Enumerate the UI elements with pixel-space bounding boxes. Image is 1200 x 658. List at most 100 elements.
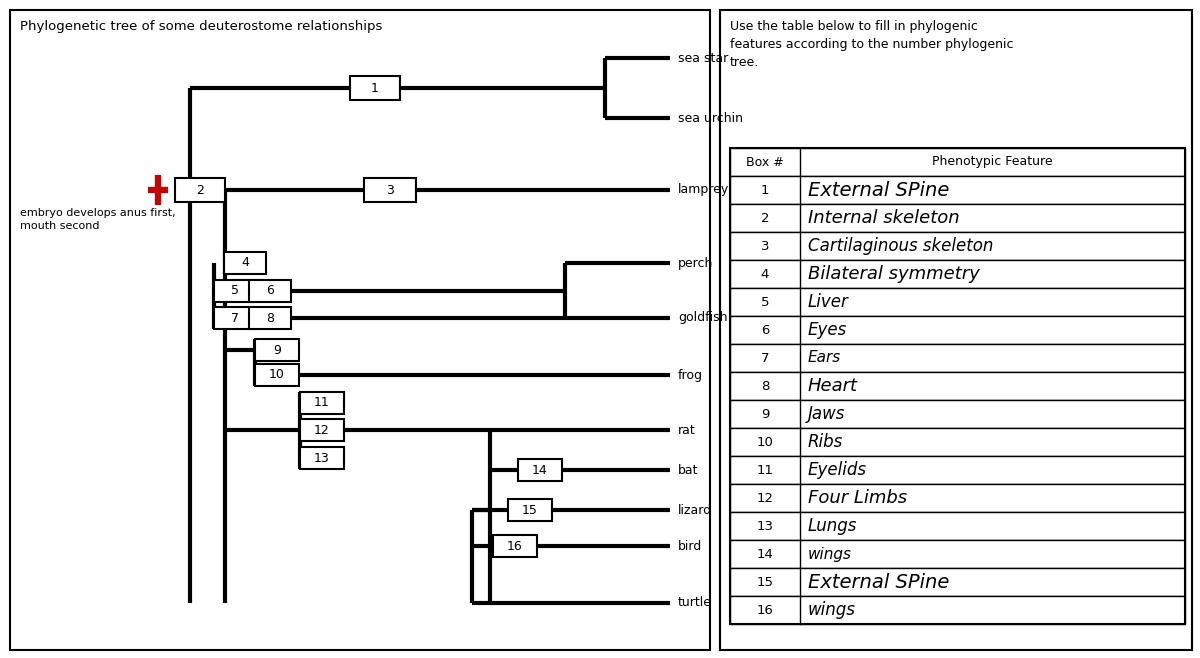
Text: embryo develops anus first,
mouth second: embryo develops anus first, mouth second	[20, 208, 175, 231]
Text: frog: frog	[678, 368, 703, 382]
Bar	[214, 280, 256, 302]
Text: Phenotypic Feature: Phenotypic Feature	[932, 155, 1052, 168]
Text: 16: 16	[756, 603, 774, 617]
Text: Internal skeleton: Internal skeleton	[808, 209, 960, 227]
Text: Box #: Box #	[746, 155, 784, 168]
Bar	[350, 76, 400, 100]
Text: 13: 13	[314, 451, 330, 465]
Text: goldfish: goldfish	[678, 311, 727, 324]
Text: 13: 13	[756, 520, 774, 532]
Text: 5: 5	[761, 295, 769, 309]
Text: 11: 11	[314, 397, 330, 409]
Text: 11: 11	[756, 463, 774, 476]
Text: 6: 6	[761, 324, 769, 336]
Text: 16: 16	[508, 540, 523, 553]
Text: 7: 7	[230, 311, 239, 324]
Text: Lungs: Lungs	[808, 517, 857, 535]
Bar	[730, 484, 1186, 512]
Text: Bilateral symmetry: Bilateral symmetry	[808, 265, 979, 283]
Text: 9: 9	[274, 343, 281, 357]
Text: 10: 10	[756, 436, 774, 449]
Bar	[730, 288, 1186, 316]
Bar	[730, 176, 1186, 204]
Bar	[730, 568, 1186, 596]
Text: 5: 5	[230, 284, 239, 297]
Text: Phylogenetic tree of some deuterostome relationships: Phylogenetic tree of some deuterostome r…	[20, 20, 383, 33]
Bar	[730, 148, 1186, 624]
Bar	[730, 372, 1186, 400]
Bar	[508, 499, 552, 521]
Text: 10: 10	[269, 368, 284, 382]
Text: 12: 12	[314, 424, 330, 436]
Bar	[730, 512, 1186, 540]
Text: sea urchin: sea urchin	[678, 111, 743, 124]
Text: Heart: Heart	[808, 377, 858, 395]
Text: turtle: turtle	[678, 597, 712, 609]
Text: 1: 1	[371, 82, 379, 95]
Bar	[730, 344, 1186, 372]
Text: Liver: Liver	[808, 293, 848, 311]
Text: 4: 4	[241, 257, 248, 270]
Text: 2: 2	[196, 184, 204, 197]
Bar	[720, 10, 1192, 650]
Bar	[730, 260, 1186, 288]
Bar	[364, 178, 416, 202]
Text: lamprey: lamprey	[678, 184, 730, 197]
Text: 6: 6	[266, 284, 274, 297]
Text: bat: bat	[678, 463, 698, 476]
Bar	[730, 400, 1186, 428]
Bar	[730, 316, 1186, 344]
Text: Four Limbs: Four Limbs	[808, 489, 907, 507]
Bar	[730, 456, 1186, 484]
Text: 14: 14	[756, 547, 774, 561]
Text: 15: 15	[756, 576, 774, 588]
Text: External SPine: External SPine	[808, 572, 949, 592]
Bar	[256, 339, 299, 361]
Bar	[730, 428, 1186, 456]
Bar	[224, 252, 266, 274]
Bar	[730, 540, 1186, 568]
Text: Cartilaginous skeleton: Cartilaginous skeleton	[808, 237, 994, 255]
Text: 15: 15	[522, 503, 538, 517]
Text: wings: wings	[808, 547, 852, 561]
Text: sea star: sea star	[678, 51, 728, 64]
Text: lizard: lizard	[678, 503, 712, 517]
Bar	[175, 178, 226, 202]
Text: 8: 8	[266, 311, 274, 324]
Text: External SPine: External SPine	[808, 180, 949, 199]
Bar	[730, 148, 1186, 176]
Text: Use the table below to fill in phylogenic
features according to the number phylo: Use the table below to fill in phylogeni…	[730, 20, 1014, 69]
Bar	[730, 596, 1186, 624]
Text: Eyelids: Eyelids	[808, 461, 866, 479]
Bar	[256, 364, 299, 386]
Bar	[10, 10, 710, 650]
Text: Jaws: Jaws	[808, 405, 845, 423]
Bar	[300, 447, 344, 469]
Text: 3: 3	[761, 240, 769, 253]
Text: rat: rat	[678, 424, 696, 436]
Text: 9: 9	[761, 407, 769, 420]
Bar	[300, 392, 344, 414]
Bar	[493, 535, 538, 557]
Text: wings: wings	[808, 601, 856, 619]
Text: 3: 3	[386, 184, 394, 197]
Text: 1: 1	[761, 184, 769, 197]
Bar	[250, 280, 292, 302]
Bar	[730, 232, 1186, 260]
Text: 7: 7	[761, 351, 769, 365]
Bar	[214, 307, 256, 329]
Text: 4: 4	[761, 268, 769, 280]
Text: perch: perch	[678, 257, 713, 270]
Bar	[518, 459, 562, 481]
Text: Ears: Ears	[808, 351, 841, 365]
Text: 12: 12	[756, 492, 774, 505]
Text: bird: bird	[678, 540, 702, 553]
Text: 8: 8	[761, 380, 769, 393]
Text: Eyes: Eyes	[808, 321, 847, 339]
Bar	[730, 204, 1186, 232]
Bar	[250, 307, 292, 329]
Text: 14: 14	[532, 463, 548, 476]
Text: 2: 2	[761, 211, 769, 224]
Bar	[300, 419, 344, 441]
Text: Ribs: Ribs	[808, 433, 844, 451]
